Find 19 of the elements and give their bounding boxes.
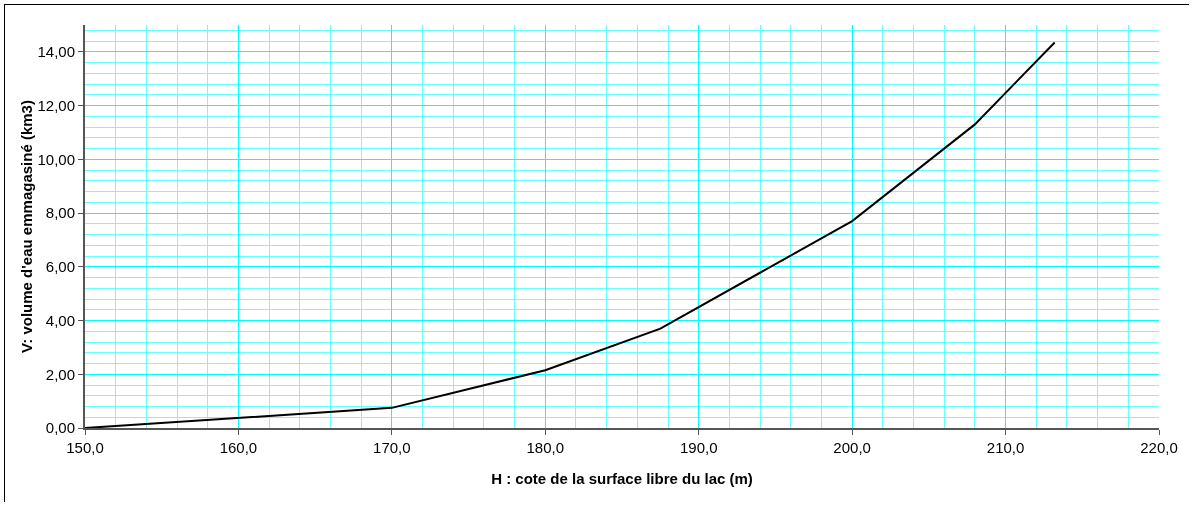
x-tick-label: 160,0: [219, 439, 258, 456]
x-axis-title: H : cote de la surface libre du lac (m): [491, 470, 753, 487]
y-tick-label: 4,00: [45, 311, 75, 329]
x-tick-label: 150,0: [66, 439, 104, 456]
y-tick-label: 2,00: [45, 365, 75, 383]
y-tick-label: 12,00: [37, 96, 75, 114]
x-tick-label: 220,0: [1140, 439, 1178, 456]
y-tick-label: 14,00: [37, 43, 75, 61]
y-tick-label: 10,00: [37, 150, 75, 168]
x-tick-label: 210,0: [986, 439, 1025, 456]
y-axis-title: V: volume d'eau emmagasiné (km3): [18, 100, 36, 353]
x-tick-label: 170,0: [373, 439, 411, 456]
x-tick-label: 190,0: [679, 439, 718, 456]
x-tick-label: 200,0: [833, 439, 871, 456]
y-tick-label: 6,00: [45, 258, 75, 276]
line-series: [85, 41, 1056, 428]
x-tick-label: 180,0: [526, 439, 565, 456]
y-tick-label: 0,00: [45, 419, 75, 437]
y-tick-label: 8,00: [45, 204, 75, 222]
